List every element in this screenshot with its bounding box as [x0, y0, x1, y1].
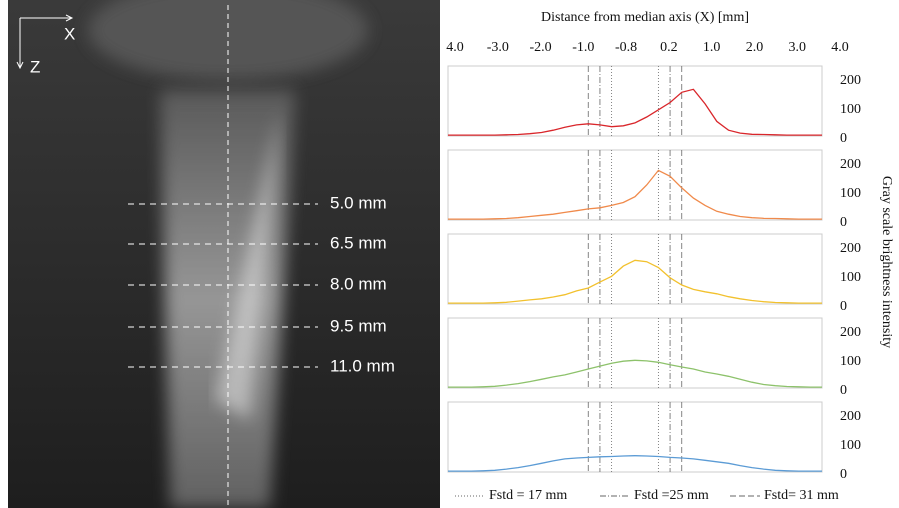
plot-frame [447, 65, 823, 137]
depth-label: 8.0 mm [330, 274, 387, 293]
depth-label: 11.0 mm [330, 356, 395, 375]
plot-frame [447, 317, 823, 389]
x-tick-label: 4.0 [446, 40, 464, 55]
y-tick-label: 0 [840, 467, 847, 482]
x-tick-label: 1.0 [703, 40, 721, 55]
y-tick-label: 200 [840, 409, 861, 424]
y-tick-label: 200 [840, 73, 861, 88]
data-line [448, 169, 822, 220]
data-line [448, 88, 822, 136]
y-tick-label: 100 [840, 438, 861, 453]
plot-frame [447, 149, 823, 221]
x-tick-label: 2.0 [746, 40, 764, 55]
depth-label: 5.0 mm [330, 193, 387, 212]
x-tick-label: 3.0 [788, 40, 806, 55]
y-tick-label: 0 [840, 131, 847, 146]
axis-x-label: X [64, 24, 75, 43]
y-tick-label: 0 [840, 299, 847, 314]
y-axis-title: Gray scale brightness intensity [879, 176, 894, 348]
x-tick-label: -0.8 [615, 40, 637, 55]
x-tick-label: -3.0 [487, 40, 509, 55]
x-axis-title: Distance from median axis (X) [mm] [541, 10, 749, 25]
y-tick-label: 200 [840, 157, 861, 172]
y-tick-label: 100 [840, 354, 861, 369]
data-line [448, 455, 822, 472]
photo: X Z 5.0 mm 6.5 mm 8.0 mm 9.5 mm 11.0 mm [8, 0, 440, 508]
plot-frame [447, 233, 823, 305]
y-tick-label: 0 [840, 215, 847, 230]
axis-z-label: Z [30, 57, 40, 76]
depth-label: 9.5 mm [330, 316, 387, 335]
x-tick-label: 4.0 [831, 40, 849, 55]
y-tick-label: 200 [840, 241, 861, 256]
x-tick-label: -1.0 [572, 40, 594, 55]
data-line [448, 359, 822, 388]
y-tick-label: 100 [840, 270, 861, 285]
plot-frame [447, 401, 823, 473]
x-tick-label: -2.0 [529, 40, 551, 55]
depth-label: 6.5 mm [330, 233, 387, 252]
y-tick-label: 0 [840, 383, 847, 398]
legend-label: Fstd =25 mm [634, 488, 709, 503]
legend-label: Fstd= 31 mm [764, 488, 839, 503]
y-tick-label: 100 [840, 102, 861, 117]
legend-label: Fstd = 17 mm [489, 488, 567, 503]
y-tick-label: 100 [840, 186, 861, 201]
data-line [448, 259, 822, 304]
x-tick-label: 0.2 [660, 40, 678, 55]
y-tick-label: 200 [840, 325, 861, 340]
